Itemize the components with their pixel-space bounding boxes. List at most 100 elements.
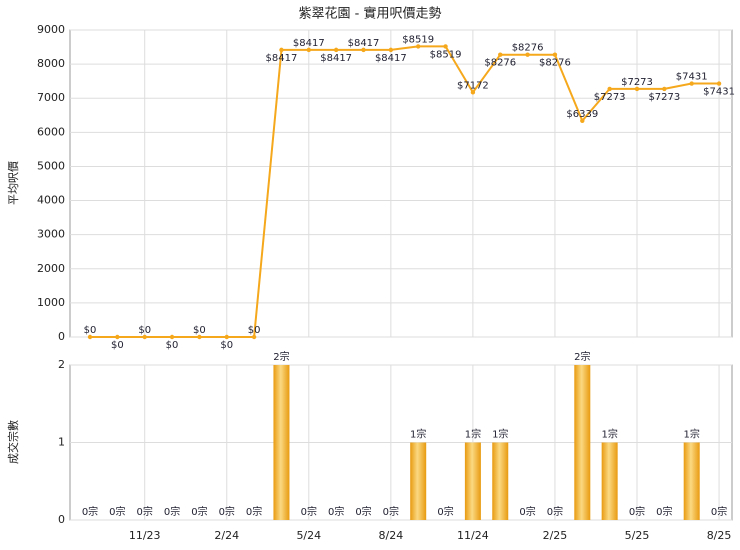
value-label: 2宗 [273, 350, 289, 363]
value-label: $7273 [594, 92, 626, 103]
value-label: $0 [220, 340, 233, 351]
value-label: 1宗 [410, 428, 426, 441]
value-label: $7273 [648, 92, 680, 103]
point [552, 52, 558, 57]
value-label: 0宗 [301, 505, 317, 518]
bar [410, 442, 427, 520]
y-tick-label: 2000 [37, 262, 65, 275]
value-label: $7172 [457, 80, 489, 91]
point [470, 90, 476, 95]
y-tick-label: 5000 [37, 159, 65, 172]
point [662, 86, 667, 92]
value-label: $7431 [676, 72, 708, 83]
point [197, 334, 202, 340]
point [251, 334, 257, 340]
value-label: 0宗 [711, 505, 727, 518]
value-label: 1宗 [492, 428, 508, 441]
value-label: $8276 [539, 58, 571, 69]
value-label: $0 [166, 340, 179, 351]
point [580, 118, 585, 123]
point [607, 86, 612, 92]
y-tick-label: 6000 [37, 125, 65, 138]
value-label: $8417 [293, 38, 325, 49]
value-label: $0 [138, 325, 151, 336]
chart-title: 紫翠花園 - 實用呎價走勢 [299, 6, 442, 22]
value-label: 2宗 [574, 350, 590, 363]
x-tick-label: 11/24 [457, 529, 489, 542]
value-label: $8519 [430, 49, 462, 60]
value-label: $0 [193, 325, 206, 336]
plot-area [69, 29, 733, 338]
value-label: $8276 [512, 43, 544, 54]
point [115, 334, 120, 340]
value-label: 0宗 [437, 505, 453, 518]
value-label: 1宗 [601, 428, 617, 441]
value-label: $0 [248, 325, 261, 336]
bar [683, 442, 700, 520]
value-label: $8276 [484, 58, 516, 69]
value-label: 0宗 [246, 505, 262, 518]
x-tick-label: 11/23 [129, 529, 161, 542]
value-label: 0宗 [519, 505, 535, 518]
point [361, 47, 366, 53]
point [634, 86, 640, 92]
point [87, 334, 93, 340]
y-tick-label: 9000 [37, 23, 65, 36]
x-tick-label: 8/25 [707, 529, 732, 542]
point [142, 334, 147, 340]
value-label: 0宗 [355, 505, 371, 518]
y-tick-label: 0 [58, 513, 65, 526]
value-label: 0宗 [82, 505, 98, 518]
value-label: 0宗 [383, 505, 399, 518]
bar [492, 442, 509, 520]
value-label: $8519 [402, 34, 434, 45]
value-label: $0 [111, 340, 124, 351]
point [416, 44, 421, 49]
value-label: 0宗 [219, 505, 235, 518]
value-label: $7431 [703, 87, 735, 98]
y-tick-label: 1000 [37, 296, 65, 309]
bar [601, 442, 618, 520]
value-label: 1宗 [684, 428, 700, 441]
point [689, 81, 694, 86]
point [279, 47, 284, 53]
point [306, 47, 311, 53]
point [224, 334, 229, 340]
y-tick-label: 8000 [37, 57, 65, 70]
value-label: 0宗 [191, 505, 207, 518]
line [90, 45, 720, 338]
x-tick-label: 8/24 [378, 529, 403, 542]
value-label: $8417 [348, 38, 380, 49]
point [525, 52, 530, 57]
point [498, 52, 503, 57]
value-label: $0 [84, 325, 97, 336]
value-label: $8417 [266, 53, 298, 64]
value-label: 0宗 [547, 505, 563, 518]
value-label: 0宗 [164, 505, 180, 518]
value-label: 0宗 [656, 505, 672, 518]
y-tick-label: 4000 [37, 194, 65, 207]
y-tick-label: 1 [58, 436, 65, 449]
y-tick-label: 3000 [37, 228, 65, 241]
value-label: 0宗 [109, 505, 125, 518]
value-label: 0宗 [328, 505, 344, 518]
y-axis-label: 平均呎價 [6, 161, 20, 205]
bar [464, 442, 481, 520]
value-label: $6339 [566, 109, 598, 120]
x-tick-label: 5/24 [296, 529, 321, 542]
y-tick-label: 2 [58, 358, 65, 371]
point [388, 47, 394, 53]
y-tick-label: 0 [58, 330, 65, 343]
y-axis-label: 成交宗數 [6, 420, 20, 464]
bar [273, 365, 290, 520]
x-tick-label: 2/24 [214, 529, 239, 542]
bar [574, 365, 591, 520]
point [443, 44, 448, 49]
value-label: $7273 [621, 77, 653, 88]
point [169, 334, 175, 340]
value-label: $8417 [375, 53, 407, 64]
value-label: $8417 [320, 53, 352, 64]
value-label: 0宗 [137, 505, 153, 518]
value-label: 0宗 [629, 505, 645, 518]
